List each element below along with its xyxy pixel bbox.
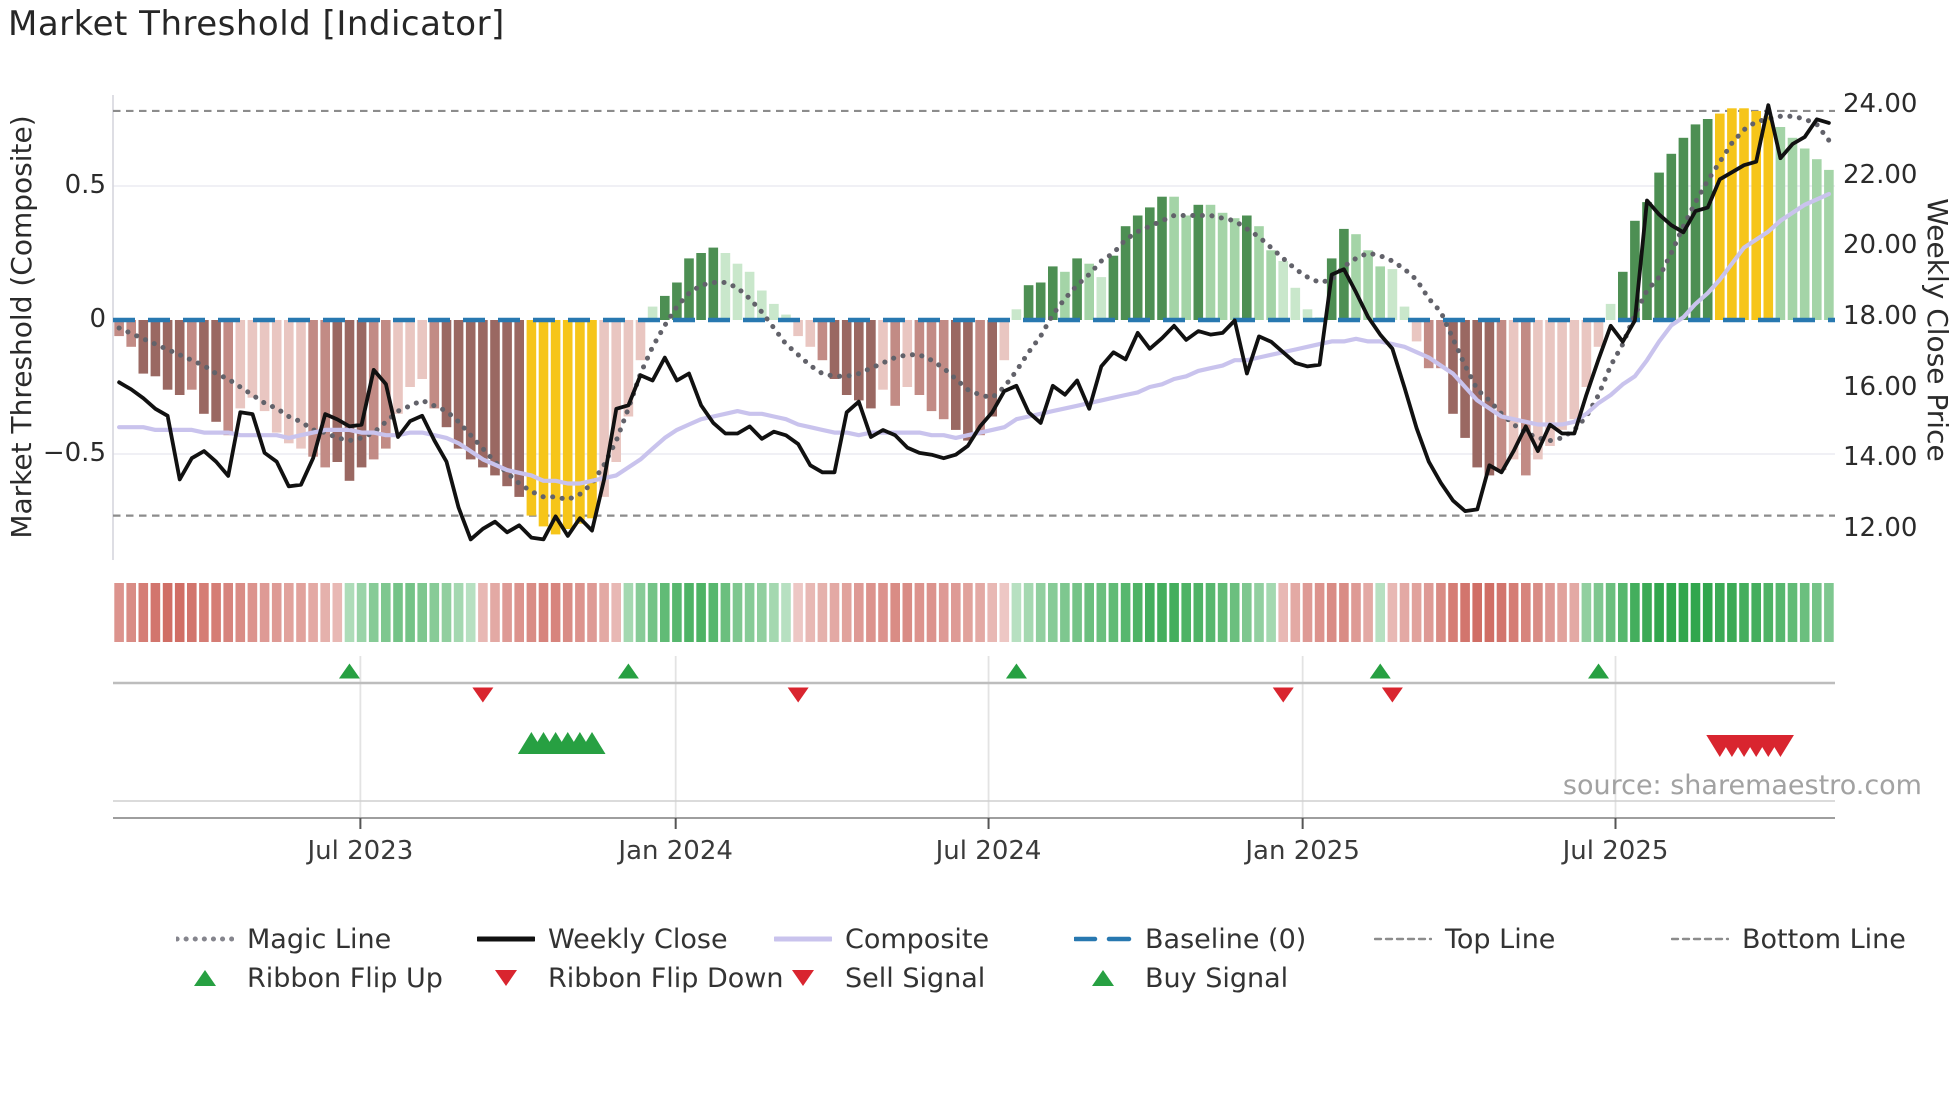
ribbon-flip-up-marker bbox=[338, 663, 360, 679]
ribbon-flip-down-marker bbox=[1381, 687, 1403, 703]
legend-label: Buy Signal bbox=[1145, 962, 1289, 994]
left-tick-label: −0.5 bbox=[42, 438, 106, 468]
right-tick-label: 18.00 bbox=[1843, 301, 1918, 331]
tri-up-green-swatch-icon bbox=[1074, 968, 1132, 988]
left-tick-label: 0 bbox=[89, 304, 106, 334]
legend-item-ribbon-flip-up[interactable]: Ribbon Flip Up bbox=[176, 961, 443, 995]
legend-item-ribbon-flip-down[interactable]: Ribbon Flip Down bbox=[477, 961, 784, 995]
legend-item-bottom-line[interactable]: Bottom Line bbox=[1671, 922, 1906, 956]
legend-label: Bottom Line bbox=[1742, 923, 1906, 955]
x-tick-label: Jan 2025 bbox=[1245, 836, 1360, 866]
legend-label: Baseline (0) bbox=[1145, 923, 1307, 955]
legend-item-sell-signal[interactable]: Sell Signal bbox=[774, 961, 985, 995]
dash-blue-swatch-icon bbox=[1074, 929, 1132, 949]
weekly-close-line bbox=[117, 103, 1831, 542]
left-tick-label: 0.5 bbox=[64, 170, 106, 200]
buy-signal-marker bbox=[578, 732, 606, 754]
threshold-lines bbox=[113, 109, 1835, 517]
dot-gray-swatch-icon bbox=[176, 929, 234, 949]
source-credit: source: sharemaestro.com bbox=[1562, 770, 1922, 801]
ribbon-flip-down-marker bbox=[1272, 687, 1294, 703]
legend-label: Composite bbox=[845, 923, 990, 955]
tri-up-green-swatch-icon bbox=[176, 968, 234, 988]
page-title: Market Threshold [Indicator] bbox=[8, 4, 505, 44]
right-tick-label: 12.00 bbox=[1843, 512, 1918, 543]
legend-label: Sell Signal bbox=[845, 962, 986, 994]
right-tick-label: 20.00 bbox=[1843, 230, 1918, 261]
right-axis-title: Weekly Close Price bbox=[1921, 198, 1954, 462]
legend-label: Top Line bbox=[1445, 923, 1556, 955]
right-tick-label: 14.00 bbox=[1843, 442, 1918, 473]
ribbon-strip bbox=[114, 583, 1834, 642]
legend-item-top-line[interactable]: Top Line bbox=[1374, 922, 1555, 956]
solid-lavender-swatch-icon bbox=[774, 929, 832, 949]
ribbon-flip-up-marker bbox=[1369, 663, 1391, 679]
tri-down-red-swatch-icon bbox=[774, 968, 832, 988]
solid-black-swatch-icon bbox=[477, 929, 535, 949]
legend-item-magic-line[interactable]: Magic Line bbox=[176, 922, 391, 956]
x-tick-label: Jan 2024 bbox=[618, 836, 733, 866]
x-tick-label: Jul 2025 bbox=[1562, 836, 1669, 866]
legend-label: Ribbon Flip Up bbox=[247, 962, 443, 994]
right-tick-label: 16.00 bbox=[1843, 371, 1918, 402]
ribbon-flip-up-marker bbox=[1588, 663, 1610, 679]
main-gridlines bbox=[112, 95, 1835, 560]
x-tick-label: Jul 2023 bbox=[307, 836, 414, 866]
legend-label: Weekly Close bbox=[548, 923, 728, 955]
ribbon-flip-up-marker bbox=[617, 663, 639, 679]
tri-down-red-swatch-icon bbox=[477, 968, 535, 988]
legend-item-baseline[interactable]: Baseline (0) bbox=[1074, 922, 1306, 956]
legend-label: Ribbon Flip Down bbox=[548, 962, 784, 994]
legend-label: Magic Line bbox=[247, 923, 392, 955]
legend-item-weekly-close[interactable]: Weekly Close bbox=[477, 922, 728, 956]
x-tick-label: Jul 2024 bbox=[935, 836, 1042, 866]
ribbon-flip-up-marker bbox=[1005, 663, 1027, 679]
ribbon-flip-down-marker bbox=[787, 687, 809, 703]
ribbon-flip-down-marker bbox=[472, 687, 494, 703]
sell-signal-marker bbox=[1766, 735, 1794, 757]
legend-item-buy-signal[interactable]: Buy Signal bbox=[1074, 961, 1288, 995]
dash-gray-swatch-icon bbox=[1671, 929, 1729, 949]
legend-item-composite[interactable]: Composite bbox=[774, 922, 989, 956]
right-tick-label: 24.00 bbox=[1843, 89, 1918, 120]
signals-panel bbox=[113, 656, 1835, 829]
right-tick-label: 22.00 bbox=[1843, 159, 1918, 190]
dash-gray-swatch-icon bbox=[1374, 929, 1432, 949]
